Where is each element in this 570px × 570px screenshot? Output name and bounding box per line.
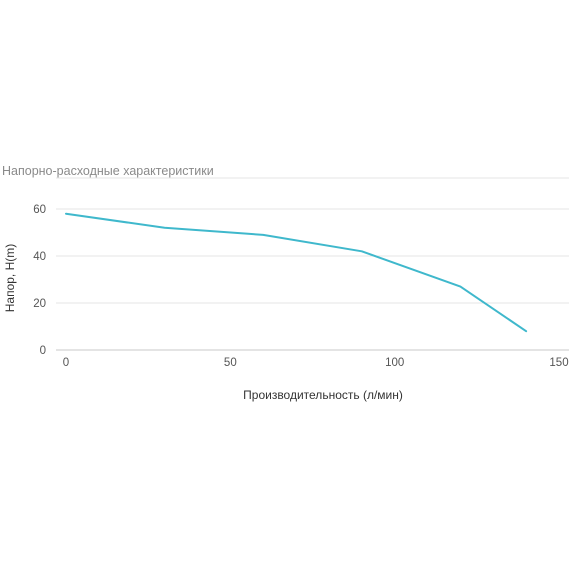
y-tick-label: 0	[40, 345, 46, 357]
y-tick-label: 20	[33, 298, 46, 310]
x-tick-label: 100	[385, 357, 404, 369]
y-axis-label: Напор, H(m)	[3, 244, 17, 313]
chart-title: Напорно-расходные характеристики	[2, 164, 214, 178]
series-line	[65, 212, 528, 333]
x-tick-label: 0	[63, 357, 69, 369]
x-axis-label: Производительность (л/мин)	[243, 388, 403, 402]
y-tick-label: 40	[33, 251, 46, 263]
grid-layer	[56, 177, 569, 351]
y-tick-label: 60	[33, 204, 46, 216]
y-tick-labels: 0 20 40 60	[33, 204, 46, 357]
series-layer	[65, 212, 528, 333]
x-tick-label: 150	[549, 357, 568, 369]
x-tick-labels: 0 50 100 150	[63, 357, 569, 369]
x-tick-label: 50	[224, 357, 237, 369]
